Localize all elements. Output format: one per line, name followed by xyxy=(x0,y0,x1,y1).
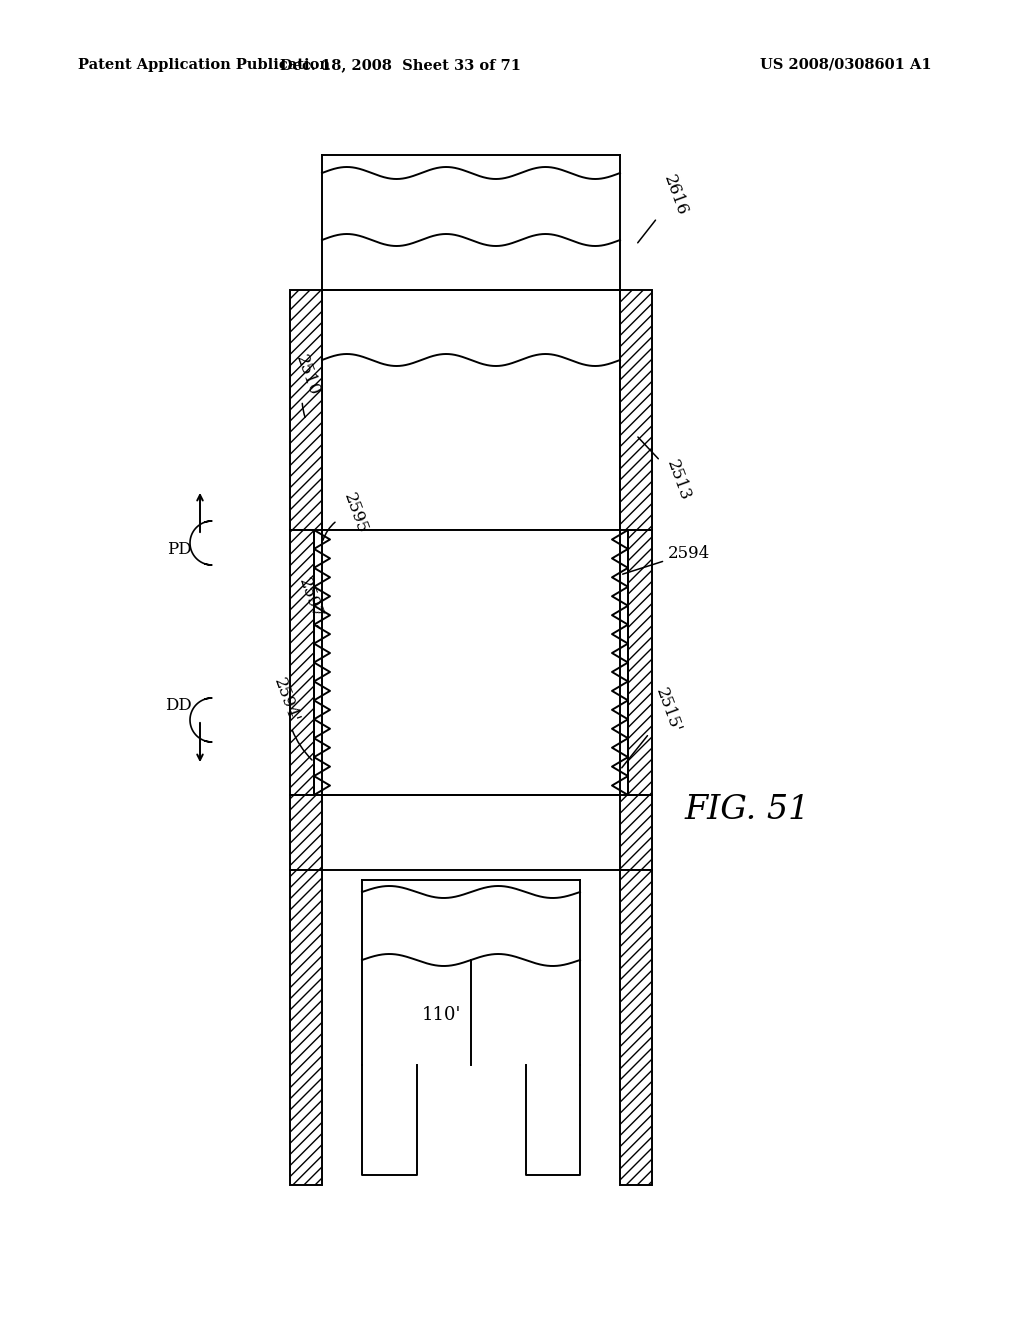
Bar xyxy=(620,870,652,1185)
Text: 2595: 2595 xyxy=(323,490,371,540)
Text: Dec. 18, 2008  Sheet 33 of 71: Dec. 18, 2008 Sheet 33 of 71 xyxy=(280,58,520,73)
Text: US 2008/0308601 A1: US 2008/0308601 A1 xyxy=(760,58,932,73)
Bar xyxy=(290,795,322,870)
Text: PD: PD xyxy=(167,541,193,558)
Bar xyxy=(290,531,314,795)
Text: 2616: 2616 xyxy=(638,172,690,243)
Bar xyxy=(620,795,652,870)
Text: 110': 110' xyxy=(421,1006,461,1024)
Text: Patent Application Publication: Patent Application Publication xyxy=(78,58,330,73)
Bar xyxy=(290,290,322,531)
Text: 2510: 2510 xyxy=(292,352,323,417)
Text: 2597: 2597 xyxy=(295,576,326,628)
Bar xyxy=(322,290,620,531)
Text: DD: DD xyxy=(165,697,193,714)
Bar xyxy=(620,290,652,531)
Text: FIG. 51: FIG. 51 xyxy=(685,795,810,826)
Bar xyxy=(322,531,620,795)
Bar xyxy=(628,531,652,795)
Text: 2515': 2515' xyxy=(622,685,684,768)
Text: 2594': 2594' xyxy=(270,675,312,760)
Text: 2594: 2594 xyxy=(623,544,711,574)
Bar xyxy=(290,870,322,1185)
Text: 2513: 2513 xyxy=(638,437,693,503)
